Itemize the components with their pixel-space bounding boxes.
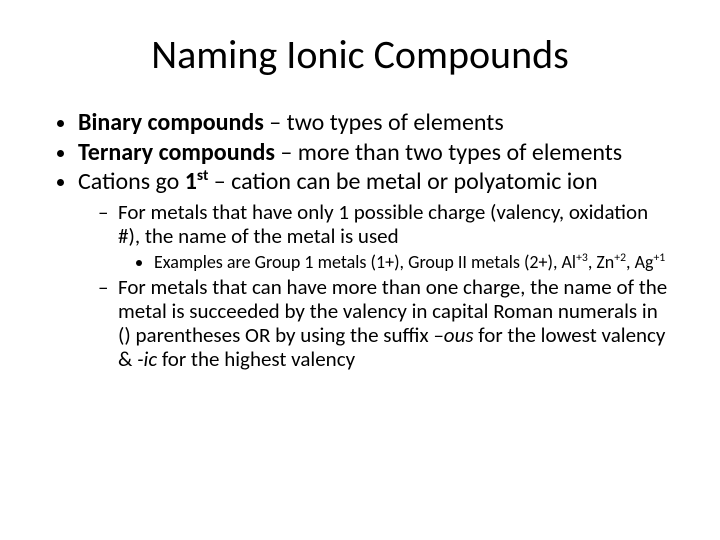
bullet-binary-term: Binary compounds <box>78 108 264 137</box>
bullet-binary: Binary compounds – two types of elements <box>78 109 670 137</box>
example-zn: , Zn <box>588 251 614 273</box>
bullet-cations-pre: Cations go <box>78 167 185 196</box>
example-sup-zn: +2 <box>614 251 626 265</box>
sub-bullet-single-charge-text: For metals that have only 1 possible cha… <box>118 199 648 249</box>
bullet-cations-bold: 1st <box>185 167 209 196</box>
sub-bullet-multi-charge: For metals that can have more than one c… <box>98 275 670 372</box>
example-list: Examples are Group 1 metals (1+), Group … <box>118 252 670 273</box>
bullet-cations-rest: – cation can be metal or polyatomic ion <box>208 167 597 196</box>
slide-title: Naming Ionic Compounds <box>50 30 670 79</box>
bullet-ternary-term: Ternary compounds <box>78 138 275 167</box>
sub-bullet-single-charge: For metals that have only 1 possible cha… <box>98 200 670 273</box>
bullet-cations-sup: st <box>197 166 208 185</box>
example-sup-al: +3 <box>576 251 588 265</box>
sub-bullet-multi-c: for the highest valency <box>157 346 355 372</box>
example-pre: Examples are Group 1 metals (1+), Group … <box>154 251 576 273</box>
example-sup-ag: +1 <box>653 251 665 265</box>
bullet-list: Binary compounds – two types of elements… <box>50 109 670 371</box>
bullet-ternary-def: – more than two types of elements <box>275 138 622 167</box>
suffix-ous: –ous <box>433 322 473 348</box>
bullet-ternary: Ternary compounds – more than two types … <box>78 139 670 167</box>
example-ag: , Ag <box>626 251 653 273</box>
suffix-ic: -ic <box>137 346 157 372</box>
bullet-cations: Cations go 1st – cation can be metal or … <box>78 168 670 371</box>
bullet-binary-def: – two types of elements <box>264 108 504 137</box>
example-item: Examples are Group 1 metals (1+), Group … <box>154 252 670 273</box>
sub-bullet-list: For metals that have only 1 possible cha… <box>78 200 670 372</box>
bullet-cations-num: 1 <box>185 167 197 196</box>
